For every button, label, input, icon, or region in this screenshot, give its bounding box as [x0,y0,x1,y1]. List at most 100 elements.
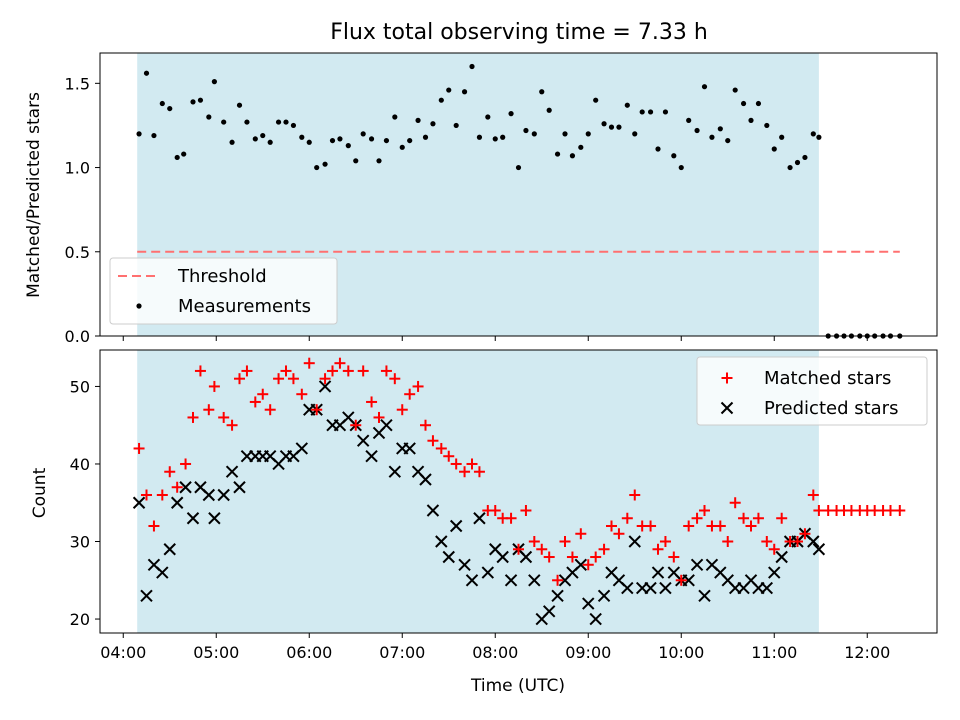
matched-star-point [894,504,906,516]
measurement-point [275,119,282,125]
predicted-star-point [582,597,595,610]
predicted-star-point [621,581,634,595]
matched-star-point [691,512,703,524]
measurement-point [554,151,561,157]
matched-star-point [885,504,896,516]
measurement-point [174,154,180,161]
top-y-axis-label: Matched/Predicted stars [24,92,44,298]
matched-star-point [171,481,183,493]
predicted-star-point [519,550,533,564]
matched-star-point [745,520,757,532]
matched-star-point [505,512,517,524]
matched-star-point [133,442,145,454]
measurement-point [360,131,366,137]
measurement-point [624,102,630,108]
measurement-point [578,144,584,150]
predicted-star-point [589,612,602,626]
top-x-ticks [122,336,868,341]
top-panel: 0.0 0.5 1.0 1.5 Matched/Predicted stars Thr… [24,52,938,346]
measurement-point [662,109,669,115]
matched-star-point [566,551,578,563]
predicted-star-point [465,574,479,587]
matched-star-point [226,419,238,431]
count-points [132,357,906,626]
predicted-star-point [528,574,541,587]
matched-star-point [776,512,788,524]
matched-star-point [180,458,192,470]
matched-star-point [208,380,220,392]
measurement-point [151,132,157,139]
predicted-star-point [698,589,711,602]
measurement-point [647,109,654,115]
matched-star-point [334,357,346,369]
measurement-point [329,137,336,144]
predicted-star-point [356,434,370,447]
measurement-point [515,164,522,171]
matched-star-point [357,365,369,377]
top-y-tick-label: 1.0 [65,159,90,178]
legend-matched-label: Matched stars [764,368,891,389]
measurement-point [531,131,537,137]
predicted-star-point [217,488,230,502]
predicted-star-point [186,512,200,525]
predicted-star-point [768,566,781,579]
x-tick-label: 11:00 [751,643,797,662]
measurement-point [508,111,514,117]
matched-star-point [303,357,315,369]
measurement-point [143,70,150,76]
measurement-point [392,114,398,120]
matched-star-point [404,388,416,400]
matched-star-point [536,543,548,555]
measurement-point [485,114,491,120]
matched-star-point [396,404,408,416]
measurement-point [345,143,351,149]
matched-star-point [792,536,803,548]
predicted-star-point [574,558,588,571]
predicted-star-point [644,581,657,595]
matched-star-point [366,396,378,408]
bottom-y-tick-label: 20 [70,610,90,629]
matched-star-point [218,411,230,423]
predicted-star-point [449,519,463,533]
predicted-star-point [380,419,393,432]
measurement-point [229,139,235,145]
predicted-star-point [690,558,704,571]
matched-star-point [466,458,478,470]
matched-star-point [296,388,308,400]
measurement-point [632,131,638,137]
x-tick-label: 04:00 [100,643,146,662]
measurement-point [469,63,475,70]
measurement-point [787,164,793,171]
matched-star-point [675,574,687,586]
matched-star-point [559,536,571,548]
predicted-star-point [132,496,146,509]
predicted-star-point [388,465,402,478]
measurement-point [546,107,552,113]
predicted-star-point [504,574,518,587]
matched-star-point [164,466,176,478]
matched-star-point [582,559,594,571]
measurement-point [816,134,822,140]
measurement-point [244,119,250,125]
measurement-point [337,136,343,142]
predicted-star-point [435,535,448,548]
matched-star-point [342,365,354,377]
predicted-star-point [233,481,246,494]
matched-star-point [443,450,455,462]
matched-star-point [513,543,524,555]
measurement-point [399,144,405,150]
matched-star-point [435,442,447,454]
matched-star-point [590,551,602,563]
measurement-point [353,158,359,164]
x-tick-label: 09:00 [565,643,611,662]
matched-star-point [575,528,587,540]
matched-star-point [543,551,555,563]
predicted-star-point [775,550,788,564]
predicted-star-point [807,535,820,548]
predicted-star-point [597,589,611,602]
matched-star-point [234,373,245,385]
measurement-point [299,134,305,140]
measurement-point [701,84,708,90]
matched-star-point [187,411,199,423]
